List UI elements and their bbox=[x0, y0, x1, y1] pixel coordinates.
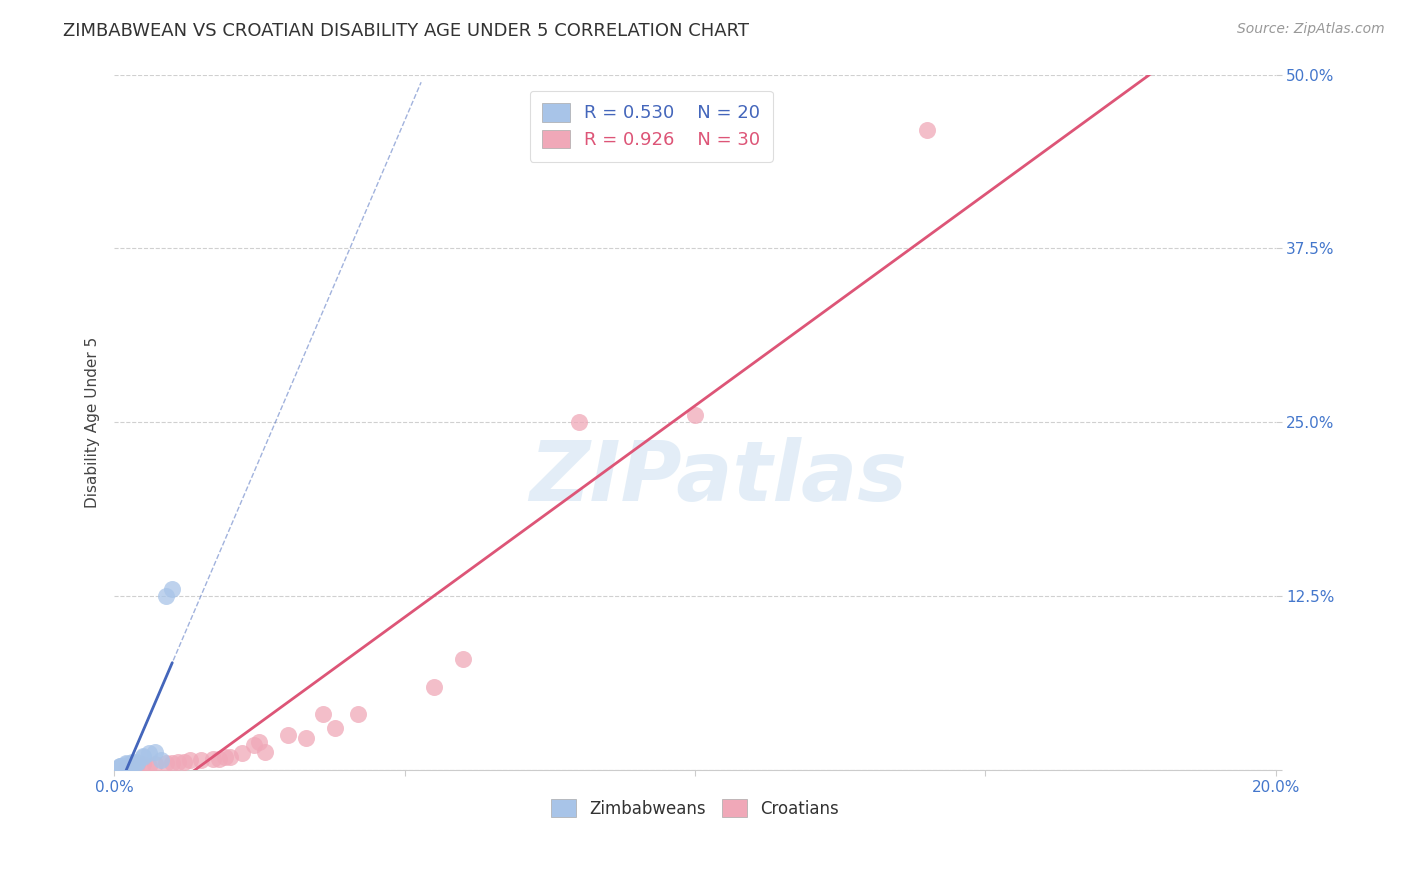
Point bbox=[254, 745, 277, 759]
Text: Source: ZipAtlas.com: Source: ZipAtlas.com bbox=[1237, 22, 1385, 37]
Point bbox=[277, 728, 299, 742]
Point bbox=[451, 651, 474, 665]
Point bbox=[108, 762, 131, 776]
Point bbox=[208, 752, 231, 766]
Point bbox=[138, 759, 160, 773]
Point bbox=[127, 755, 149, 769]
Point bbox=[347, 707, 370, 722]
Point bbox=[173, 755, 195, 769]
Point bbox=[143, 757, 166, 772]
Point bbox=[132, 757, 155, 772]
Point bbox=[121, 757, 143, 772]
Point bbox=[149, 753, 172, 767]
Point bbox=[114, 757, 136, 772]
Point bbox=[127, 757, 149, 772]
Point bbox=[190, 753, 212, 767]
Point bbox=[219, 750, 242, 764]
Point bbox=[155, 589, 177, 603]
Point bbox=[162, 756, 184, 770]
Point bbox=[155, 756, 177, 770]
Text: ZIMBABWEAN VS CROATIAN DISABILITY AGE UNDER 5 CORRELATION CHART: ZIMBABWEAN VS CROATIAN DISABILITY AGE UN… bbox=[63, 22, 749, 40]
Point bbox=[108, 759, 131, 773]
Point bbox=[295, 731, 318, 745]
Point bbox=[247, 735, 270, 749]
Point bbox=[214, 750, 236, 764]
Point bbox=[114, 756, 136, 770]
Point bbox=[108, 760, 131, 774]
Point bbox=[323, 721, 346, 735]
Point bbox=[917, 123, 939, 137]
Point bbox=[179, 753, 201, 767]
Point bbox=[108, 759, 131, 773]
Point bbox=[242, 738, 264, 752]
Legend: Zimbabweans, Croatians: Zimbabweans, Croatians bbox=[544, 793, 846, 824]
Point bbox=[231, 747, 253, 761]
Point bbox=[127, 756, 149, 770]
Point bbox=[201, 752, 224, 766]
Point bbox=[167, 755, 190, 769]
Point bbox=[138, 747, 160, 761]
Point bbox=[422, 680, 444, 694]
Point bbox=[121, 755, 143, 769]
Point bbox=[114, 760, 136, 774]
Point bbox=[132, 749, 155, 764]
Point bbox=[683, 409, 706, 423]
Point bbox=[121, 760, 143, 774]
Point bbox=[143, 745, 166, 759]
Point bbox=[132, 750, 155, 764]
Point bbox=[114, 759, 136, 773]
Point bbox=[568, 415, 591, 429]
Point bbox=[312, 707, 335, 722]
Y-axis label: Disability Age Under 5: Disability Age Under 5 bbox=[86, 336, 100, 508]
Point bbox=[108, 760, 131, 774]
Point bbox=[121, 756, 143, 770]
Point bbox=[162, 582, 184, 597]
Text: ZIPatlas: ZIPatlas bbox=[529, 437, 907, 518]
